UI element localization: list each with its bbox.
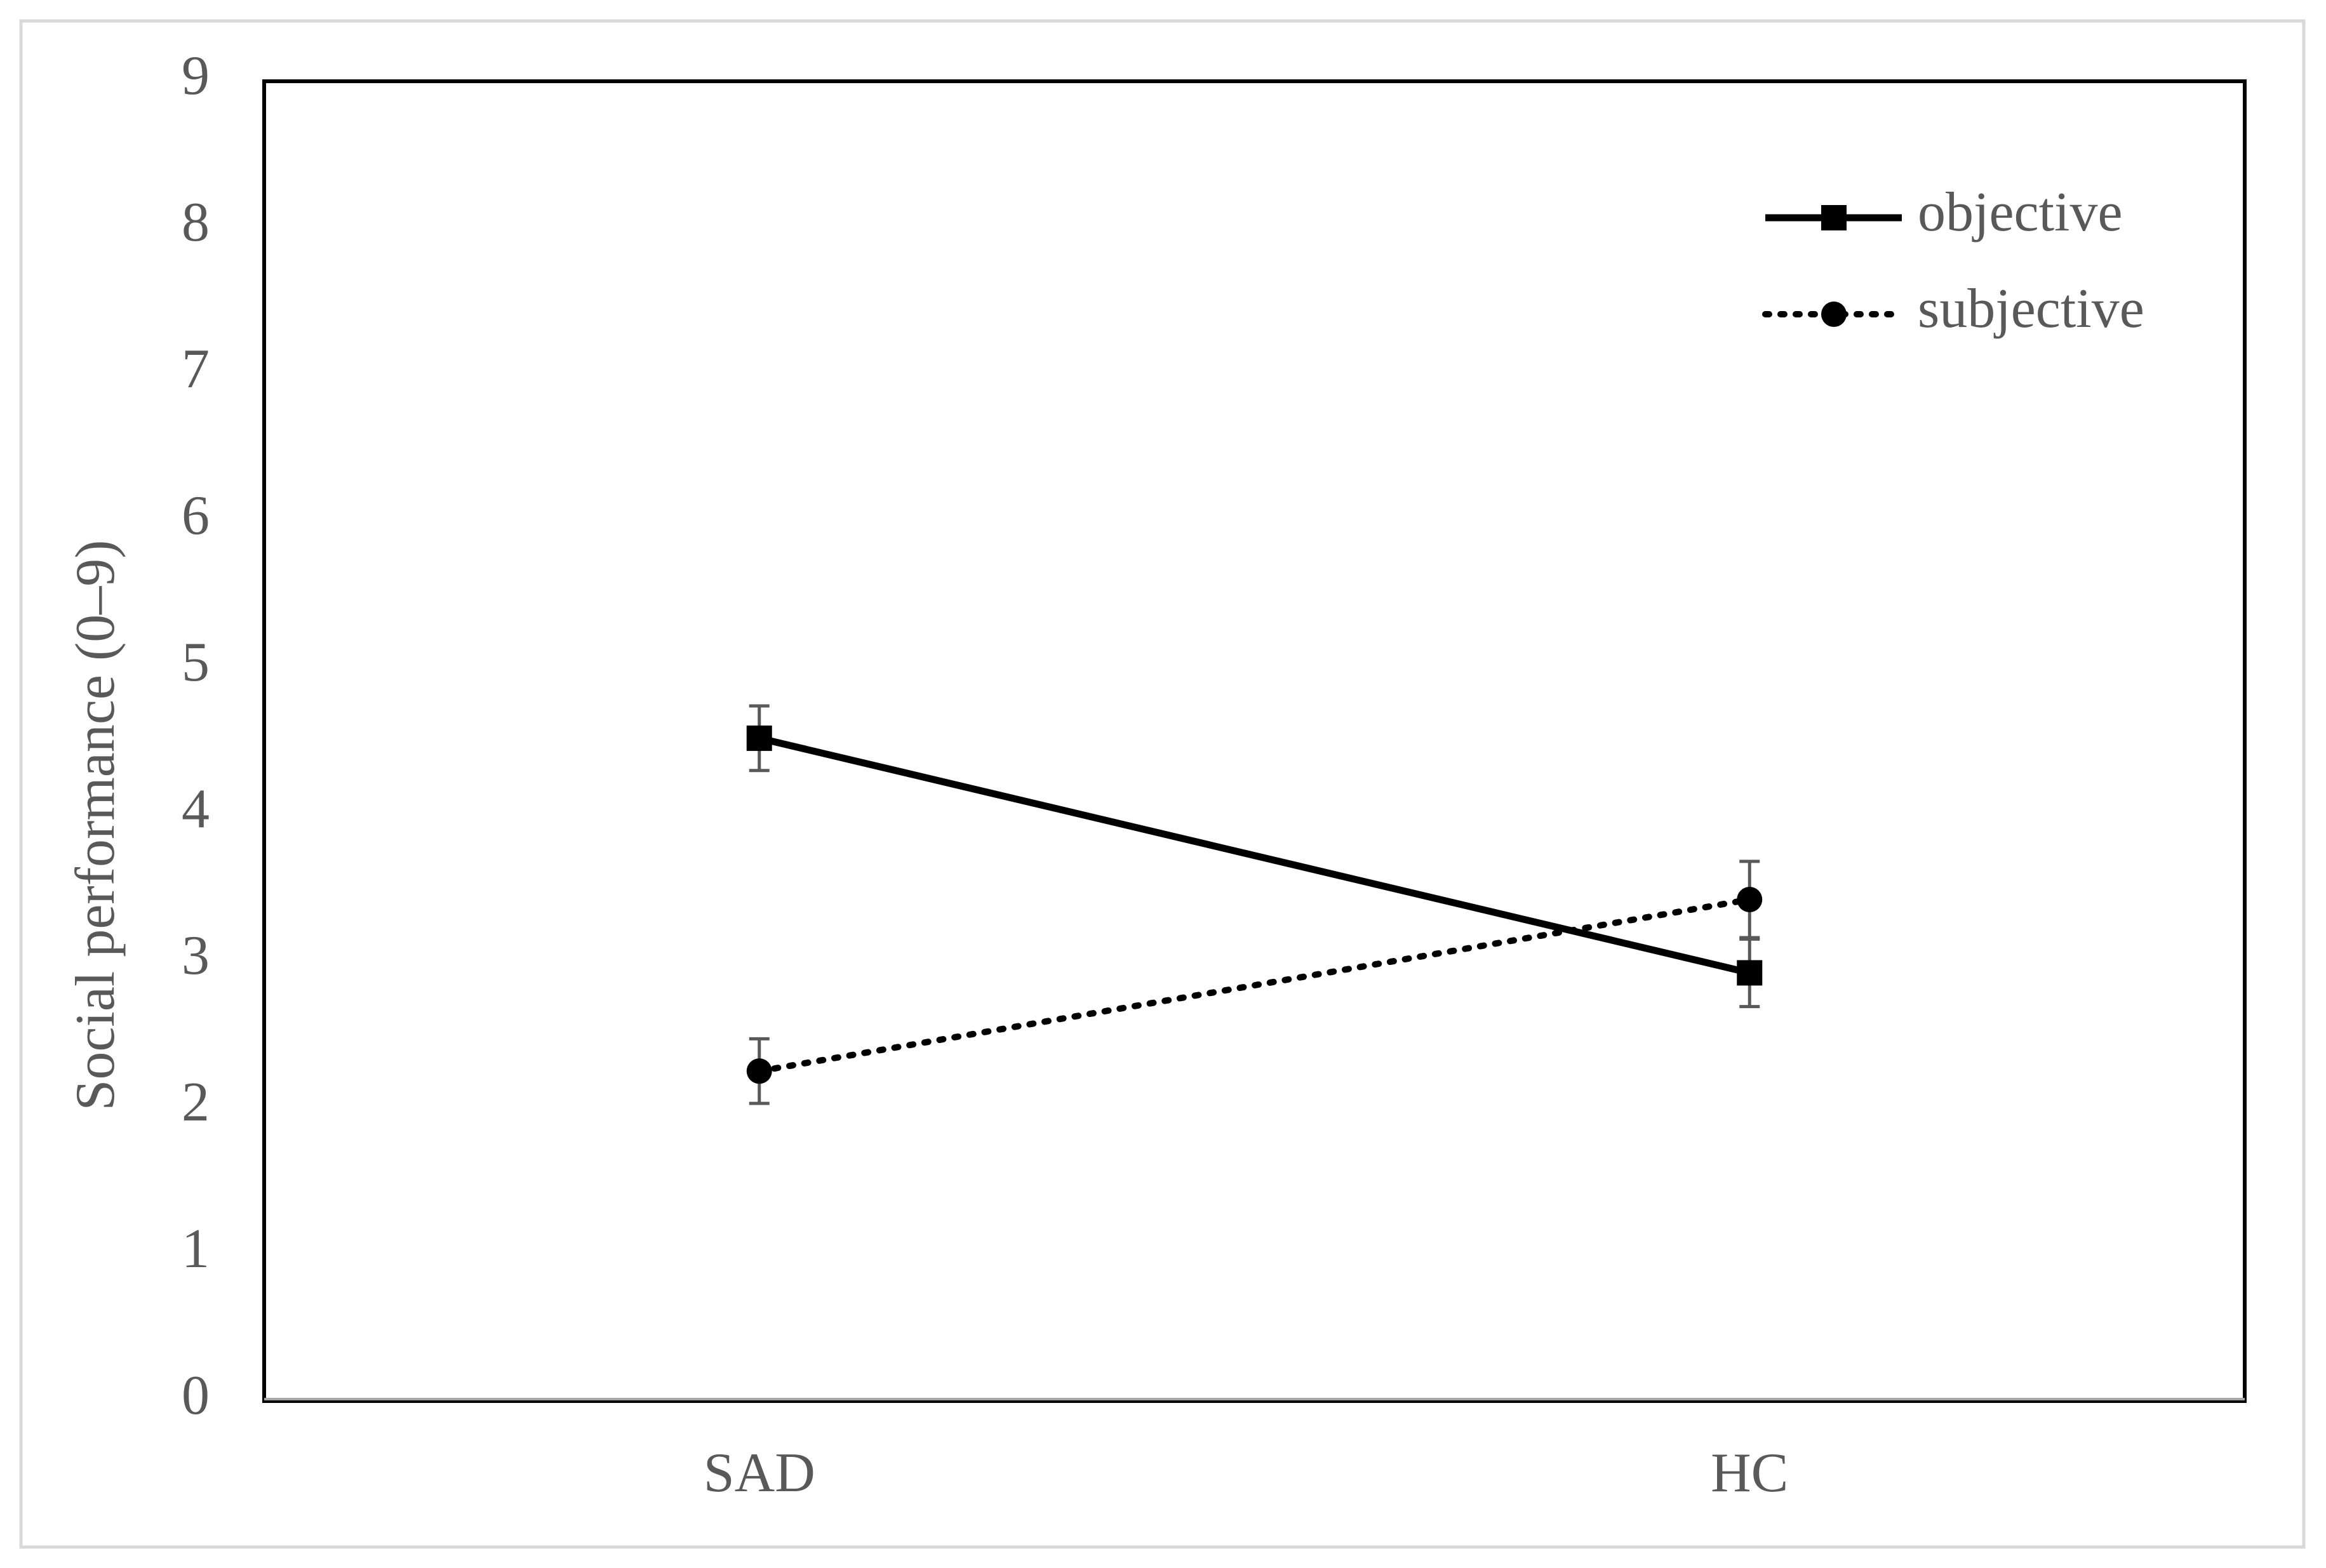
legend-marker	[1821, 302, 1847, 327]
y-tick-label: 4	[182, 778, 210, 840]
legend-label: subjective	[1918, 278, 2144, 340]
data-point	[746, 1058, 772, 1084]
chart-border	[19, 19, 2306, 1549]
y-tick-label: 2	[182, 1072, 210, 1133]
y-tick-label: 5	[182, 632, 210, 693]
series-line	[756, 896, 1753, 1075]
y-tick-label: 8	[182, 192, 210, 253]
series-line	[758, 734, 1751, 976]
y-tick-label: 7	[182, 338, 210, 400]
x-tick-label: HC	[1711, 1442, 1788, 1504]
plot-frame	[262, 79, 2247, 1403]
data-point	[1737, 960, 1763, 986]
legend-label: objective	[1918, 182, 2123, 243]
y-tick-label: 3	[182, 925, 210, 987]
data-point	[746, 725, 772, 751]
data-point	[1737, 886, 1763, 912]
y-tick-label: 6	[182, 485, 210, 547]
y-tick-label: 0	[182, 1365, 210, 1426]
y-axis-title: Social performance (0–9)	[65, 540, 126, 1110]
y-tick-label: 1	[182, 1218, 210, 1280]
legend-marker	[1821, 205, 1847, 230]
x-tick-label: SAD	[704, 1442, 815, 1504]
y-tick-label: 9	[182, 45, 210, 107]
